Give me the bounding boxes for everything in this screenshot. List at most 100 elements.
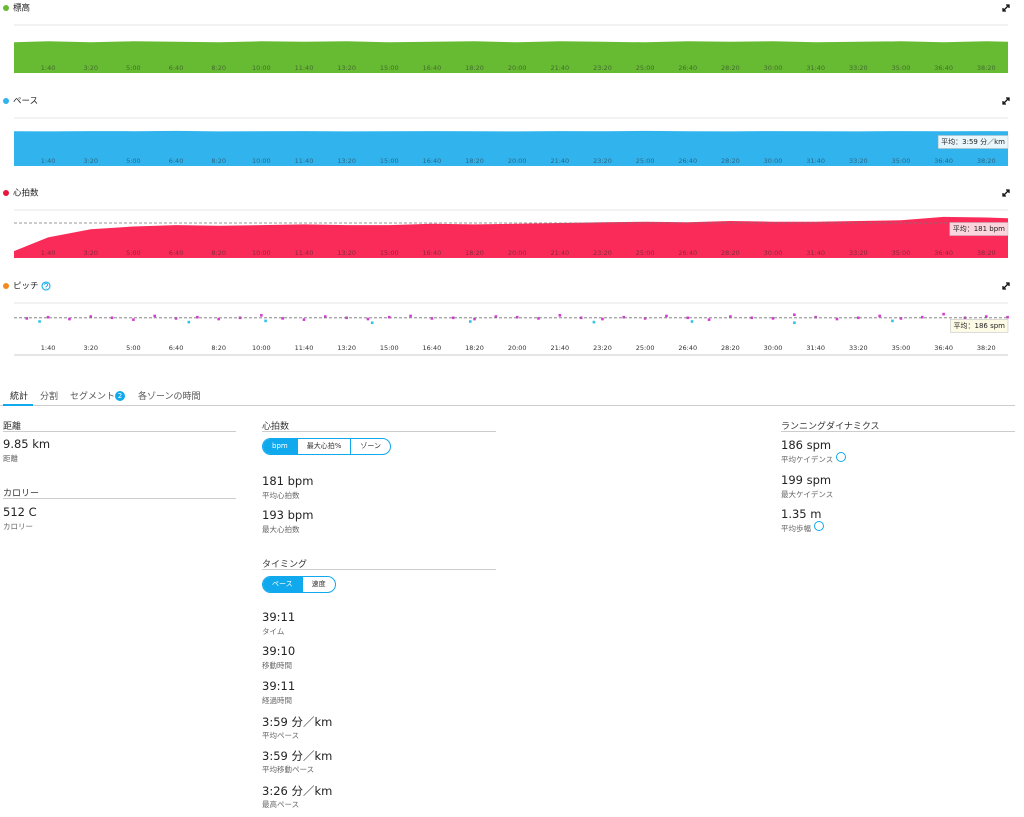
stat-label: カロリー [3,522,33,531]
x-tick-label: 30:00 [764,157,783,165]
point [409,314,412,318]
toggle-button[interactable]: ペース [263,577,302,592]
stat-value: 193 bpm [262,508,314,522]
x-tick-label: 15:00 [380,157,399,165]
help-icon[interactable] [836,452,846,462]
x-tick-label: 20:00 [508,344,527,352]
x-tick-label: 18:20 [465,64,484,72]
expand-icon[interactable] [1002,97,1010,105]
x-tick-label: 20:00 [508,249,527,257]
x-tick-label: 25:00 [636,344,655,352]
x-tick-label: 16:40 [423,64,442,72]
annotation: 平均：3:59 分／km [937,135,1009,149]
point [174,317,178,320]
annotation-box [949,222,1009,236]
x-tick-label: 3:20 [83,64,98,72]
point [729,315,732,318]
tab[interactable]: 統計 [10,392,29,402]
x-tick-label: 28:20 [721,64,740,72]
stat-value: 3:59 分／km [262,715,333,729]
title-dot [3,283,9,289]
x-tick-label: 18:20 [465,157,484,165]
expand-icon[interactable] [1002,189,1010,197]
x-tick-label: 18:20 [465,344,484,352]
stat-value: 199 spm [781,473,832,487]
point [814,315,817,319]
x-tick-label: 36:40 [934,344,953,352]
x-tick-label: 16:40 [423,249,442,257]
stat-label: 平均ケイデンス [781,455,834,464]
point [515,315,519,319]
x-tick-label: 1:40 [41,157,56,165]
help-glyph [44,282,49,289]
x-tick-label: 16:40 [423,344,442,352]
x-tick-label: 30:00 [764,344,783,352]
expand-icon[interactable] [1002,282,1010,290]
tab[interactable]: 分割 [40,392,59,402]
stat-label: 移動時間 [262,661,292,670]
area [14,130,1008,166]
chart-title: 標高 [13,3,30,14]
x-tick-label: 26:40 [678,344,697,352]
title-dot [3,5,9,11]
point [537,317,540,320]
expand-icon[interactable] [1002,4,1010,12]
x-tick-label: 26:40 [678,249,697,257]
x-tick-label: 28:20 [721,344,740,352]
tab[interactable]: セグメント [70,392,116,402]
toggle: bpm 最大心拍% ゾーン [262,438,392,455]
x-tick-label: 5:00 [126,344,141,352]
x-tick-label: 13:20 [337,344,356,352]
stat-label: タイム [262,627,285,636]
point [302,318,306,321]
x-tick-label: 21:40 [550,344,569,352]
tab-badge: 2 [115,391,125,401]
stat-value: 3:59 分／km [262,749,333,763]
point [110,316,114,320]
x-tick-label: 8:20 [211,344,226,352]
point [281,317,284,320]
toggle-button[interactable]: ゾーン [350,439,390,454]
x-tick-label: 8:20 [211,249,226,257]
point [558,314,562,317]
x-tick-label: 6:40 [169,249,184,257]
x-tick-label: 38:20 [977,157,996,165]
annotation: 平均：186 spm [950,319,1009,333]
stat-value: 39:11 [262,610,296,624]
point [878,314,881,318]
stat-value: 1.35 m [781,507,822,521]
x-tick-label: 15:00 [380,64,399,72]
point [387,315,391,319]
x-tick-label: 35:00 [892,344,911,352]
tab[interactable]: 各ゾーンの時間 [138,392,201,402]
point [984,315,988,318]
point [686,316,690,320]
x-tick-label: 11:40 [295,344,314,352]
x-tick-label: 3:20 [83,157,98,165]
x-tick-label: 6:40 [169,157,184,165]
stat-value: 39:11 [262,679,296,693]
x-tick-label: 33:20 [849,344,868,352]
section-rule [262,431,496,432]
x-tick-label: 11:40 [295,157,314,165]
area [14,41,1008,73]
section-rule [3,498,236,499]
x-tick-label: 6:40 [169,64,184,72]
help-icon[interactable] [814,521,824,531]
point [430,317,434,320]
stat-label: 最大心拍数 [262,525,300,534]
charts: 標高 1:40 3:20 5:00 6:40 8:20 10:00 11:40 13:20 15:… [3,3,1010,356]
x-tick-label: 8:20 [211,64,226,72]
toggle-button[interactable]: 速度 [301,577,335,592]
section-rule [3,431,236,432]
point [187,320,191,324]
point [68,317,71,321]
x-tick-label: 25:00 [636,157,655,165]
x-tick-label: 8:20 [211,157,226,165]
point [643,317,647,320]
x-tick-label: 36:40 [934,64,953,72]
toggle-button[interactable]: bpm [263,439,297,454]
x-tick-label: 10:00 [252,249,271,257]
toggle-button[interactable]: 最大心拍% [296,439,351,454]
